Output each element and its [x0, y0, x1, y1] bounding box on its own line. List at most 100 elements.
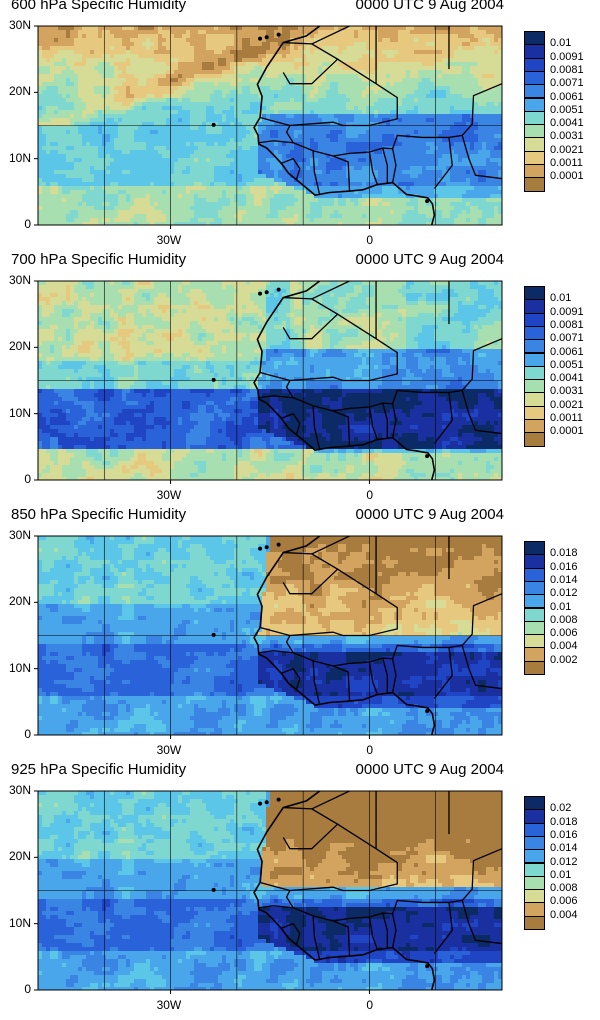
y-tick-label: 10N	[9, 661, 31, 675]
legend-label: 0.0081	[550, 319, 584, 331]
country-border	[368, 661, 378, 695]
country-border	[382, 657, 388, 694]
island	[258, 801, 263, 806]
legend-label: 0.018	[550, 547, 578, 559]
legend-swatch	[524, 796, 545, 811]
panel-title: 850 hPa Specific Humidity	[11, 506, 186, 523]
legend-swatch	[524, 607, 545, 622]
island	[276, 32, 281, 37]
x-tick-label: 0	[366, 998, 373, 1012]
legend-label: 0.0091	[550, 306, 584, 318]
country-border	[312, 915, 321, 961]
legend-swatch	[524, 392, 545, 407]
legend-swatch	[524, 647, 545, 662]
legend-swatch	[524, 164, 545, 179]
legend-label: 0.0051	[550, 359, 584, 371]
y-tick-label: 20N	[9, 84, 31, 98]
island	[264, 35, 269, 40]
legend-swatch	[524, 177, 545, 192]
country-border	[382, 402, 388, 439]
legend-swatch	[524, 365, 545, 381]
legend-swatch	[524, 70, 545, 86]
island	[211, 122, 216, 127]
panel-time: 0000 UTC 9 Aug 2004	[356, 761, 504, 778]
country-border	[332, 665, 351, 702]
panel-title: 700 hPa Specific Humidity	[11, 251, 186, 268]
legend-label: 0.014	[550, 842, 578, 854]
legend-swatch	[524, 150, 545, 165]
legend-label: 0.008	[550, 614, 578, 626]
y-tick-label: 30N	[9, 783, 31, 797]
legend-swatch	[524, 44, 545, 59]
island	[276, 542, 281, 547]
legend-swatch	[524, 889, 545, 904]
x-tick-label: 30W	[157, 488, 182, 502]
y-tick-label: 20N	[9, 849, 31, 863]
legend-swatch	[524, 580, 545, 596]
legend-label: 0.0051	[550, 104, 584, 116]
legend-swatch	[524, 554, 545, 569]
panel-time: 0000 UTC 9 Aug 2004	[356, 506, 504, 523]
island	[425, 964, 430, 969]
panel-time: 0000 UTC 9 Aug 2004	[356, 251, 504, 268]
legend-swatch	[524, 312, 545, 327]
humidity-field	[38, 791, 502, 990]
country-border	[433, 392, 453, 444]
map-frame	[37, 280, 503, 481]
humidity-map	[34, 790, 503, 994]
legend-swatch	[524, 541, 545, 556]
legend-label: 0.0001	[550, 425, 584, 437]
legend-swatch	[524, 110, 545, 126]
country-border	[281, 157, 301, 180]
x-tick-label: 30W	[157, 998, 182, 1012]
legend-label: 0.02	[550, 802, 571, 814]
humidity-map	[34, 535, 503, 739]
map-panel-3: 850 hPa Specific Humidity 0000 UTC 9 Aug …	[0, 506, 600, 765]
country-border	[282, 551, 339, 595]
legend-swatch	[524, 97, 545, 112]
panel-time: 0000 UTC 9 Aug 2004	[356, 0, 504, 13]
country-border	[312, 405, 321, 451]
x-tick-label: 0	[366, 743, 373, 757]
legend-swatch	[524, 299, 545, 314]
country-border	[332, 410, 351, 447]
country-border	[258, 395, 294, 399]
y-tick-label: 30N	[9, 273, 31, 287]
country-border	[258, 650, 294, 654]
legend-swatch	[524, 660, 545, 675]
island	[258, 546, 263, 551]
y-tick-label: 0	[24, 982, 31, 996]
legend-label: 0.012	[550, 587, 578, 599]
legend-label: 0.0071	[550, 332, 584, 344]
legend-label: 0.004	[550, 909, 578, 921]
legend-swatch	[524, 809, 545, 824]
legend-swatch	[524, 57, 545, 72]
y-tick-label: 30N	[9, 528, 31, 542]
country-border	[259, 626, 291, 637]
legend-swatch	[524, 634, 545, 649]
country-border	[258, 140, 294, 144]
legend-label: 0.0061	[550, 346, 584, 358]
legend-label: 0.0071	[550, 77, 584, 89]
country-border	[281, 412, 301, 435]
legend-label: 0.018	[550, 816, 578, 828]
humidity-field	[38, 26, 502, 225]
legend-swatch	[524, 902, 545, 917]
island	[211, 632, 216, 637]
map-panel-1: 600 hPa Specific Humidity 0000 UTC 9 Aug …	[0, 0, 600, 255]
panel-title: 600 hPa Specific Humidity	[11, 0, 186, 13]
island	[276, 797, 281, 802]
country-border	[258, 905, 294, 909]
legend-label: 0.0011	[550, 157, 583, 169]
legend-swatch	[524, 286, 545, 301]
legend-swatch	[524, 862, 545, 877]
legend-label: 0.0041	[550, 372, 584, 384]
country-border	[312, 150, 321, 196]
country-border	[259, 116, 291, 127]
legend-swatch	[524, 822, 545, 837]
legend-label: 0.004	[550, 640, 578, 652]
country-border	[461, 135, 502, 180]
coastline	[253, 26, 436, 225]
legend-label: 0.006	[550, 895, 578, 907]
legend-label: 0.01	[550, 869, 571, 881]
